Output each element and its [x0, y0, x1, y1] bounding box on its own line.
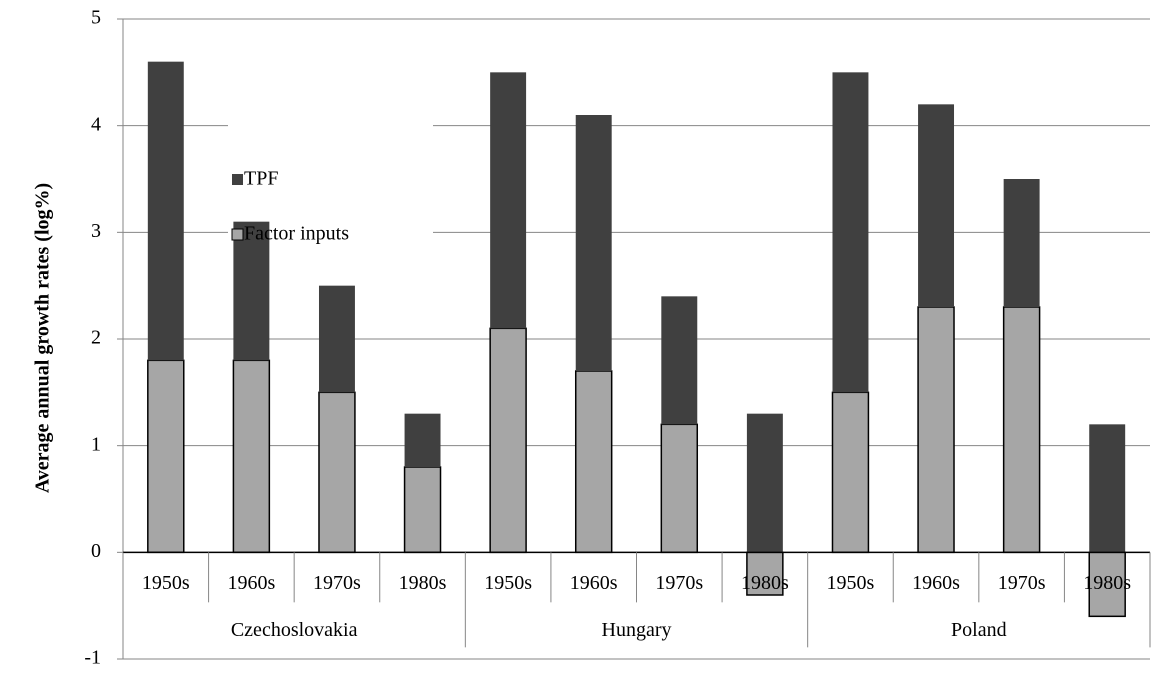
bar	[147, 61, 184, 361]
legend-label: TPF	[244, 168, 278, 190]
y-tick-label: 0	[91, 540, 101, 562]
bar	[660, 423, 699, 554]
bar	[404, 413, 441, 467]
bar	[489, 327, 527, 554]
x-tick-label: 1980s	[741, 572, 789, 594]
bar	[1088, 551, 1126, 618]
bar	[831, 391, 870, 554]
x-tick-label: 1960s	[570, 572, 618, 594]
bar	[232, 359, 271, 554]
y-tick-label: -1	[84, 647, 101, 669]
bar	[918, 104, 955, 307]
x-tick-label: 1970s	[655, 572, 703, 594]
legend-swatch	[232, 174, 243, 185]
bar	[575, 115, 612, 371]
y-tick-label: 4	[91, 113, 101, 135]
y-tick-label: 3	[91, 220, 101, 242]
y-tick-label: 5	[91, 7, 101, 29]
group-label: Czechoslovakia	[231, 619, 358, 641]
bar	[233, 221, 270, 361]
y-tick-label: 1	[91, 433, 101, 455]
x-tick-label: 1950s	[142, 572, 190, 594]
bar	[917, 306, 955, 554]
bar	[403, 466, 442, 554]
x-tick-label: 1950s	[484, 572, 532, 594]
bar	[661, 296, 698, 425]
legend-swatch	[231, 228, 244, 241]
group-label: Poland	[951, 619, 1007, 641]
x-tick-label: 1950s	[827, 572, 875, 594]
y-tick-label: 2	[91, 327, 101, 349]
bar	[1003, 179, 1040, 307]
x-tick-label: 1970s	[313, 572, 361, 594]
bar	[1089, 424, 1126, 553]
bar	[318, 391, 356, 554]
group-label: Hungary	[602, 619, 672, 641]
bar	[574, 370, 613, 554]
x-tick-label: 1970s	[998, 572, 1046, 594]
bar	[832, 72, 869, 393]
x-tick-label: 1980s	[399, 572, 447, 594]
legend-label: Factor inputs	[244, 223, 349, 245]
y-axis-title: Average annual growth rates (log%)	[32, 183, 54, 493]
bar	[318, 285, 355, 393]
x-tick-label: 1960s	[912, 572, 960, 594]
bar	[147, 359, 185, 554]
x-tick-label: 1980s	[1083, 572, 1131, 594]
bar	[746, 413, 783, 553]
bar	[490, 72, 527, 329]
bar	[1002, 306, 1041, 554]
x-tick-label: 1960s	[227, 572, 275, 594]
